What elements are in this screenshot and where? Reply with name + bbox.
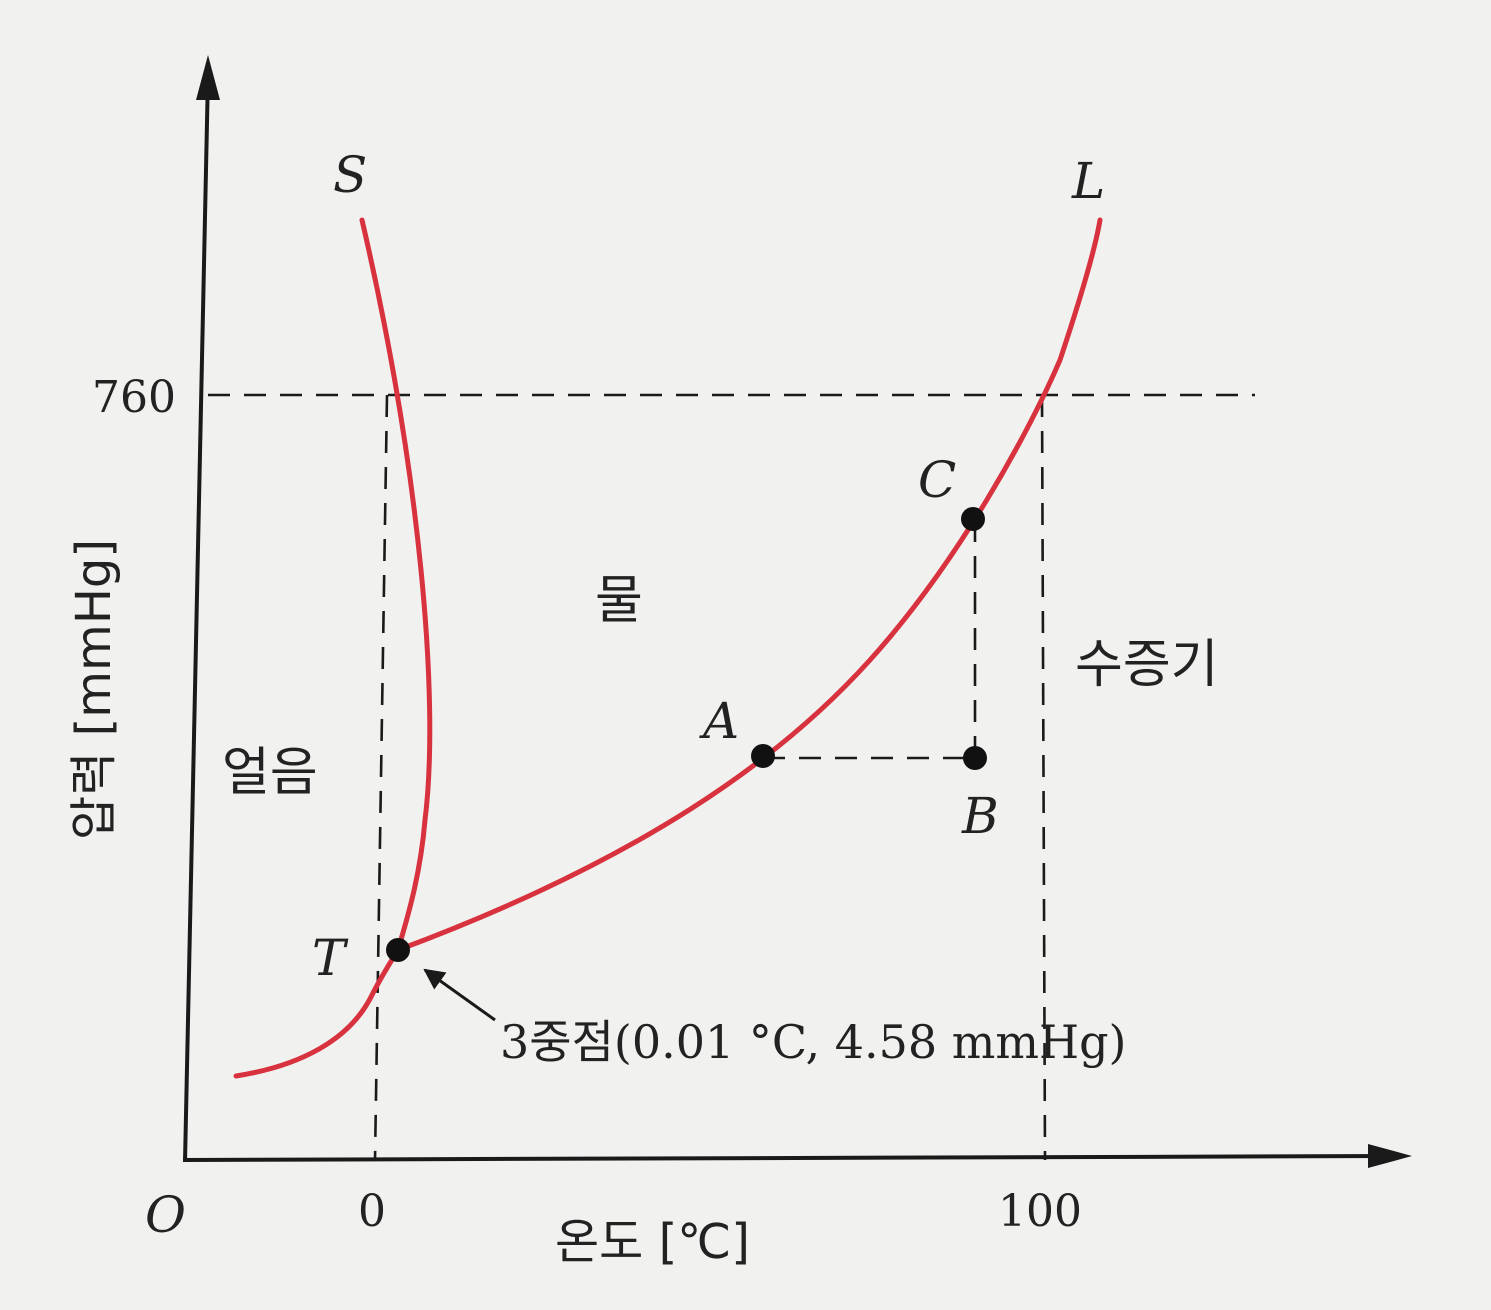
x-tick-100: 100	[998, 1186, 1082, 1237]
point-a-dot	[751, 744, 775, 768]
point-a-label: A	[699, 692, 739, 750]
sublimation-curve	[233, 947, 401, 1079]
triple-point-dot	[386, 938, 410, 962]
point-c-dot	[961, 507, 985, 531]
x-axis-label: 온도 [℃]	[555, 1214, 750, 1270]
x-axis	[182, 1154, 1391, 1162]
x-tick-0: 0	[358, 1186, 386, 1237]
triple-point-annotation: 3중점(0.01 °C, 4.58 mmHg)	[500, 1015, 1127, 1069]
triple-point-label: T	[312, 929, 349, 987]
x-axis-arrowhead	[1368, 1144, 1412, 1168]
point-b-label: B	[961, 787, 999, 845]
y-axis-label: 압력 [mmHg]	[66, 539, 122, 840]
vaporization-curve	[395, 217, 1103, 953]
y-axis-arrowhead	[196, 55, 220, 100]
y-tick-760: 760	[92, 372, 176, 423]
annotation-arrow	[423, 968, 496, 1022]
curve-l-label: L	[1071, 152, 1105, 210]
guide-0-vertical	[373, 394, 389, 1161]
point-b-dot	[963, 746, 987, 770]
region-vapor-label: 수증기	[1075, 635, 1219, 695]
point-c-label: C	[918, 451, 956, 509]
region-ice-label: 얼음	[222, 743, 318, 803]
region-water-label: 물	[595, 571, 643, 631]
curve-s-label: S	[333, 146, 367, 204]
y-axis	[183, 74, 210, 1163]
guide-100-vertical	[1040, 394, 1047, 1161]
melting-curve	[359, 217, 433, 953]
origin-label: O	[145, 1186, 186, 1244]
